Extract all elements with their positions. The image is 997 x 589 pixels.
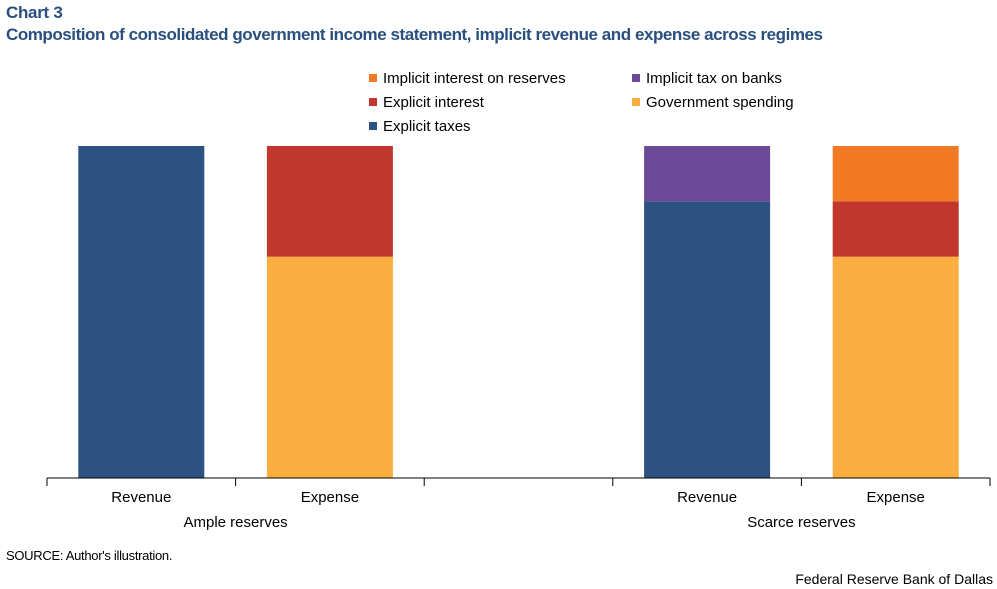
bar-segment [266,256,393,478]
source-note: SOURCE: Author's illustration. [6,548,173,563]
bar-segment [644,201,771,479]
category-label: Expense [301,489,359,506]
stacked-bar-chart: Implicit interest on reserves Implicit ta… [46,70,991,531]
title-block: Chart 3 Composition of consolidated gove… [6,2,823,46]
legend-label: Implicit interest on reserves [383,70,566,87]
legend-label: Government spending [646,94,794,111]
legend-swatch [632,74,640,82]
bar-segment [832,146,959,202]
legend-label: Implicit tax on banks [646,70,782,87]
category-label: Revenue [677,489,737,506]
chart-number: Chart 3 [6,3,63,22]
bar-segment [832,201,959,257]
group-label: Scarce reserves [747,514,855,531]
bar-segment [266,146,393,257]
group-label: Ample reserves [183,514,287,531]
legend-swatch [369,98,377,106]
bar-segment [832,256,959,478]
chart-title: Composition of consolidated government i… [6,25,823,44]
legend-label: Explicit taxes [383,118,471,135]
bar-segment [78,146,205,478]
legend-swatch [369,74,377,82]
category-label: Expense [867,489,925,506]
legend-label: Explicit interest [383,94,485,111]
legend-swatch [369,122,377,130]
legend-swatch [632,98,640,106]
credit-line: Federal Reserve Bank of Dallas [795,571,993,587]
bar-segment [644,146,771,202]
category-label: Revenue [111,489,171,506]
